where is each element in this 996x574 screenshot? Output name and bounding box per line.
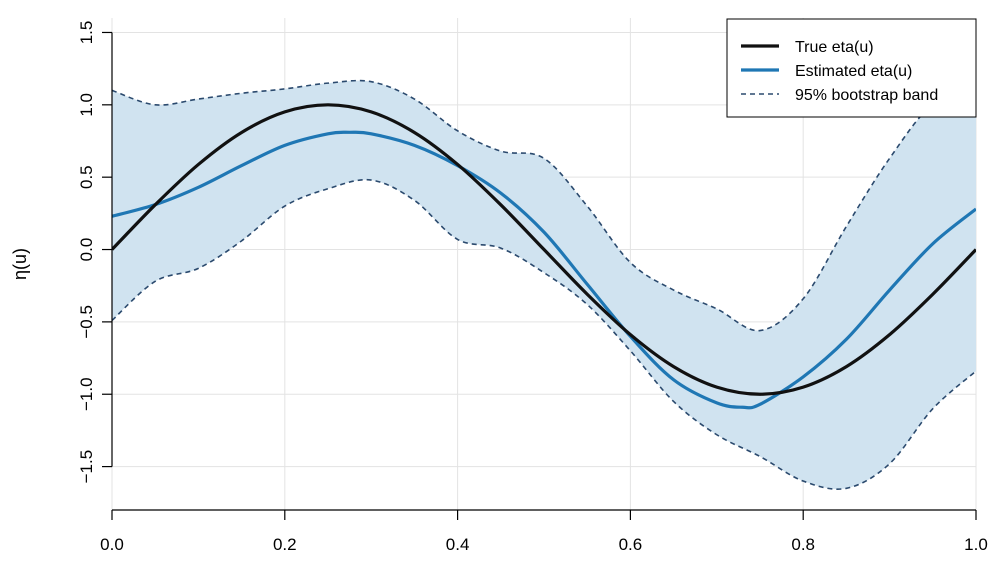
y-tick-label: 1.5	[77, 21, 96, 45]
true-eta-line	[112, 103, 976, 396]
legend: True eta(u) Estimated eta(u) 95% bootstrap…	[726, 18, 977, 118]
y-tick-label: −1.5	[77, 450, 96, 484]
x-tick-label: 0.0	[100, 535, 124, 554]
estimated-eta-line	[112, 130, 976, 410]
legend-entry-estimated-label: Estimated eta(u)	[795, 63, 912, 80]
legend-box	[726, 18, 977, 118]
band-fill	[112, 80, 976, 490]
legend-entry-true-label: True eta(u)	[795, 39, 874, 56]
y-tick-label: 0.0	[77, 238, 96, 262]
y-tick-label: 0.5	[77, 165, 96, 189]
x-tick-label: 0.6	[619, 535, 643, 554]
x-tick-label: 1.0	[964, 535, 988, 554]
y-axis-title: η(u)	[10, 248, 30, 280]
x-tick-label: 0.8	[791, 535, 815, 554]
axes: 0.0 0.2 0.4 0.6 0.8 1.0 −1.5 −1.0 −0.5 0.0 0.5 1.0 1…	[77, 21, 988, 554]
y-tick-label: −0.5	[77, 305, 96, 339]
y-tick-label: −1.0	[77, 377, 96, 411]
band-upper-line	[112, 79, 976, 332]
band-lower-line	[112, 178, 976, 490]
y-tick-label: 1.0	[77, 93, 96, 117]
series-lines	[112, 103, 976, 410]
bootstrap-band	[112, 79, 976, 490]
x-tick-label: 0.4	[446, 535, 470, 554]
x-tick-label: 0.2	[273, 535, 297, 554]
legend-entry-band-label: 95% bootstrap band	[795, 87, 938, 104]
